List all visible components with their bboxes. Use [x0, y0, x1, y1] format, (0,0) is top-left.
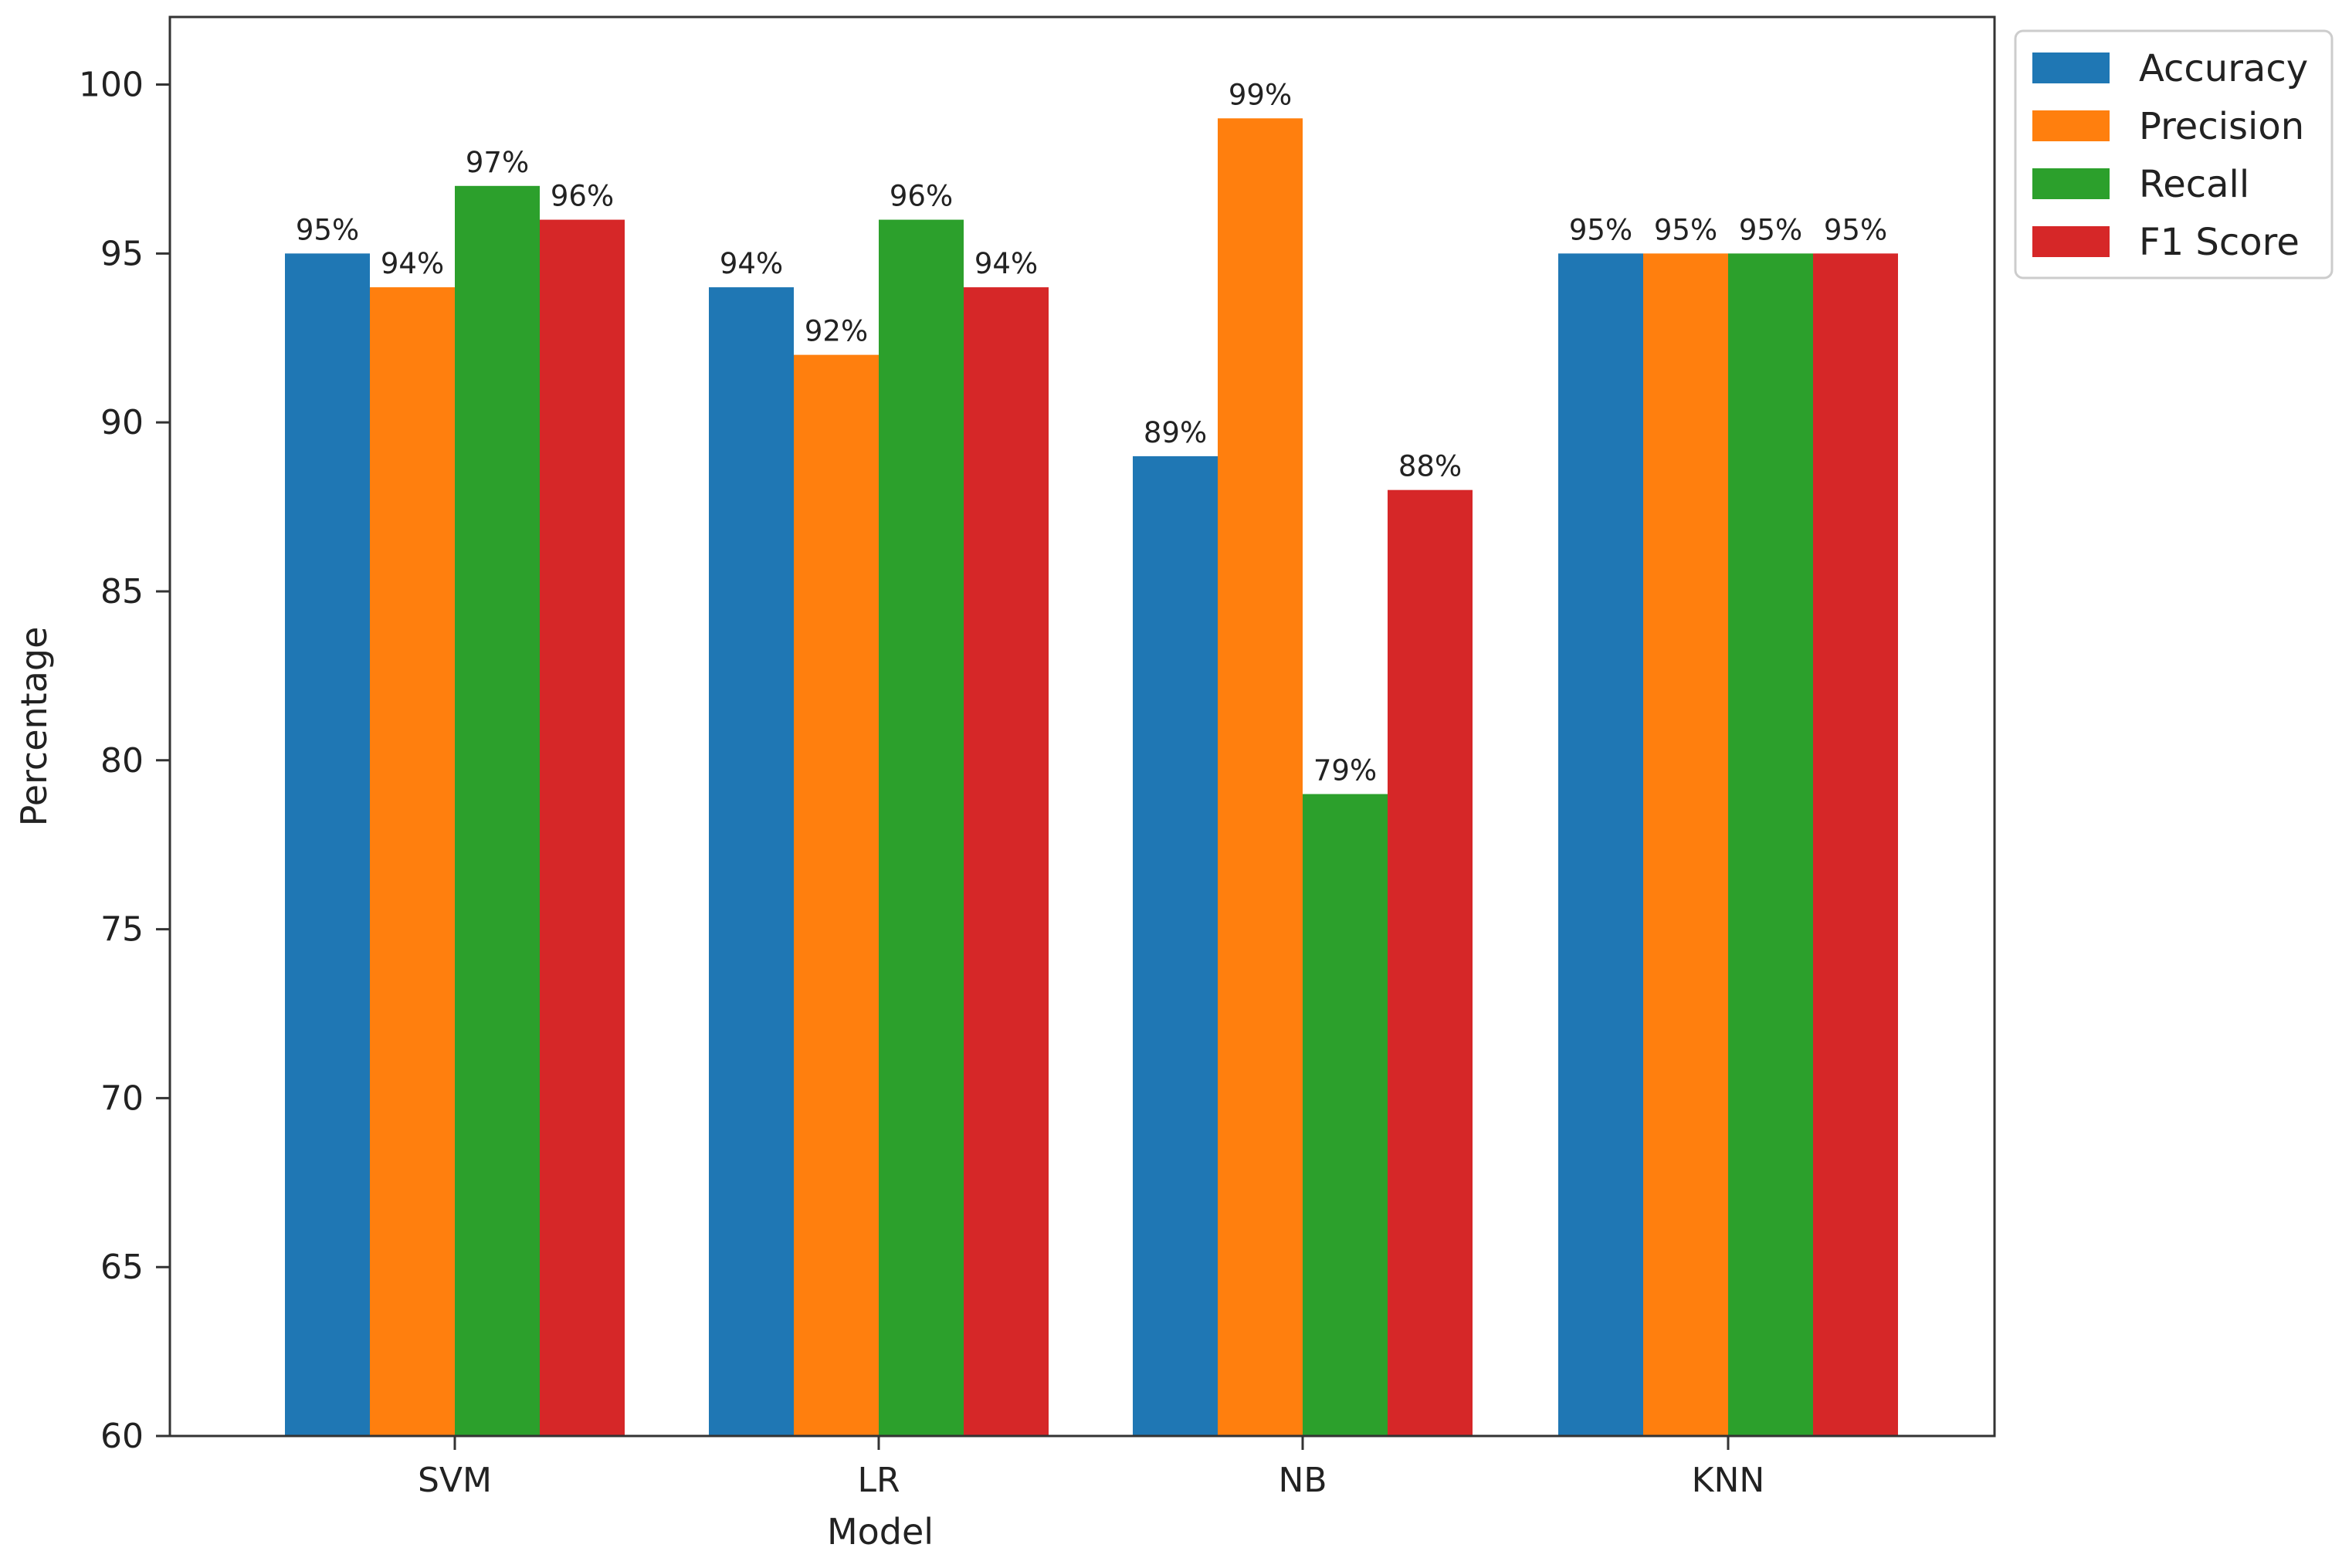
legend: Accuracy Precision Recall F1 Score — [2014, 29, 2334, 279]
y-tick-label-60: 60 — [100, 1417, 144, 1456]
bar-lr-f1-score — [964, 287, 1049, 1437]
x-tick-label-lr: LR — [857, 1461, 900, 1500]
data-label-knn-recall: 95% — [1739, 213, 1802, 246]
data-label-svm-recall: 97% — [466, 146, 529, 179]
plot-frame — [168, 15, 1996, 1438]
bar-nb-recall — [1303, 794, 1388, 1436]
y-tick-label-100: 100 — [79, 66, 144, 105]
data-label-svm-f1-score: 96% — [551, 180, 614, 213]
y-tick-label-90: 90 — [100, 403, 144, 442]
data-label-knn-f1-score: 95% — [1824, 213, 1887, 246]
bar-lr-accuracy — [709, 287, 794, 1437]
bar-lr-recall — [879, 219, 964, 1437]
x-tick-label-nb: NB — [1278, 1461, 1327, 1500]
y-tick-label-95: 95 — [100, 234, 144, 273]
bar-knn-recall — [1728, 253, 1813, 1436]
y-tick-label-65: 65 — [100, 1248, 144, 1287]
legend-label-accuracy: Accuracy — [2139, 47, 2308, 90]
legend-items: Accuracy Precision Recall F1 Score — [2032, 47, 2308, 264]
data-label-lr-recall: 96% — [890, 180, 953, 213]
y-tick-label-75: 75 — [100, 910, 144, 950]
bar-svm-recall — [455, 185, 540, 1436]
y-tick-label-70: 70 — [100, 1079, 144, 1118]
x-tick-label-knn: KNN — [1692, 1461, 1765, 1500]
x-axis-title: Model — [827, 1511, 934, 1553]
data-label-nb-precision: 99% — [1229, 78, 1292, 111]
y-axis-title: Percentage — [13, 627, 55, 827]
legend-swatch-precision — [2032, 110, 2110, 141]
bar-nb-precision — [1218, 118, 1303, 1436]
bars-group — [285, 118, 1898, 1437]
bar-svm-f1-score — [540, 219, 625, 1437]
data-label-knn-accuracy: 95% — [1569, 213, 1632, 246]
bar-svm-precision — [370, 287, 455, 1437]
bar-nb-f1-score — [1388, 489, 1473, 1436]
bar-knn-f1-score — [1813, 253, 1898, 1436]
legend-swatch-f1-score — [2032, 226, 2110, 257]
bar-nb-accuracy — [1133, 455, 1218, 1436]
data-label-lr-f1-score: 94% — [974, 247, 1038, 280]
legend-label-recall: Recall — [2139, 163, 2249, 206]
data-label-svm-accuracy: 95% — [296, 213, 359, 246]
data-label-svm-precision: 94% — [381, 247, 444, 280]
y-tick-label-80: 80 — [100, 741, 144, 781]
bar-knn-precision — [1643, 253, 1728, 1436]
legend-label-precision: Precision — [2139, 105, 2304, 148]
data-label-nb-accuracy: 89% — [1144, 416, 1207, 449]
legend-box — [2014, 29, 2334, 279]
data-labels-group: 95% 94% 97% 96% 94% 92% 96% 94% 89% 99% 79% 88% 95% 9… — [296, 78, 1887, 787]
legend-swatch-recall — [2032, 168, 2110, 199]
legend-swatch-accuracy — [2032, 52, 2110, 83]
data-label-lr-precision: 92% — [805, 315, 868, 348]
y-axis: 60 65 70 75 80 85 90 95 100 — [79, 66, 170, 1456]
bar-lr-precision — [794, 354, 879, 1437]
bar-knn-accuracy — [1558, 253, 1643, 1436]
data-label-nb-recall: 79% — [1313, 754, 1377, 787]
data-label-lr-accuracy: 94% — [720, 247, 783, 280]
data-label-nb-f1-score: 88% — [1398, 450, 1462, 483]
x-axis: SVM LR NB KNN — [418, 1436, 1764, 1500]
y-tick-label-85: 85 — [100, 572, 144, 611]
data-label-knn-precision: 95% — [1654, 213, 1717, 246]
bar-svm-accuracy — [285, 253, 370, 1436]
x-tick-label-svm: SVM — [418, 1461, 492, 1500]
legend-label-f1-score: F1 Score — [2139, 221, 2300, 264]
